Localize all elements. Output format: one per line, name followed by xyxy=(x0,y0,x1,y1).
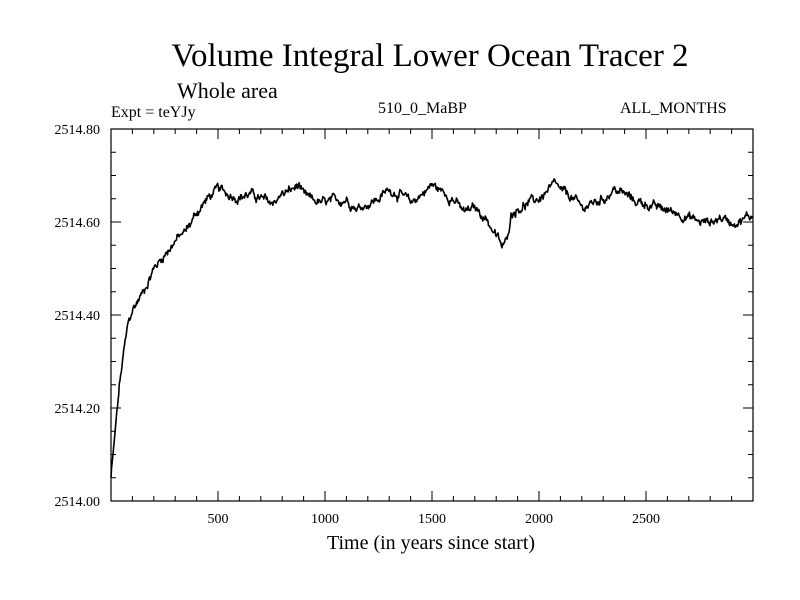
x-tick-label: 2000 xyxy=(525,512,553,527)
y-tick-label: 2514.60 xyxy=(55,216,101,231)
period-label: 510_0_MaBP xyxy=(378,100,467,117)
experiment-label: Expt = teYJy xyxy=(111,104,196,121)
y-tick-label: 2514.80 xyxy=(55,123,101,138)
x-tick-label: 500 xyxy=(208,512,229,527)
axis-ticks: 500 1000 1500 2000 2500 2514.00 2514.20 2514.40… xyxy=(55,123,753,527)
months-label: ALL_MONTHS xyxy=(620,100,727,117)
x-tick-label: 1000 xyxy=(311,512,339,527)
series-layer xyxy=(110,178,754,478)
y-tick-label: 2514.00 xyxy=(55,495,101,510)
series-line xyxy=(110,178,754,478)
x-tick-label: 1500 xyxy=(418,512,446,527)
chart-title: Volume Integral Lower Ocean Tracer 2 xyxy=(171,38,689,74)
x-tick-label: 2500 xyxy=(632,512,660,527)
y-tick-label: 2514.40 xyxy=(55,309,101,324)
chart-subtitle: Whole area xyxy=(177,78,278,103)
y-tick-label: 2514.20 xyxy=(55,402,101,417)
plot-area-frame xyxy=(110,128,754,502)
x-axis-label: Time (in years since start) xyxy=(326,532,536,554)
